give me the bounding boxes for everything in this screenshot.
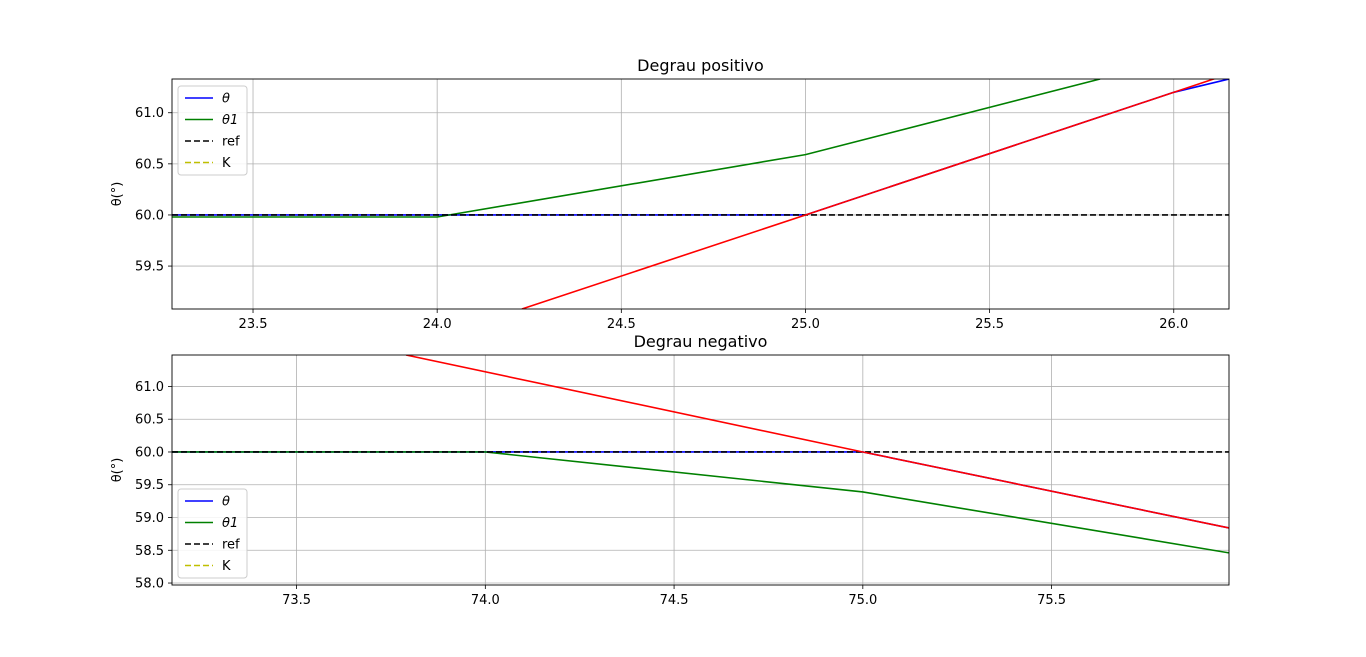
series-line-named-1 [172,79,1101,218]
y-tick-label: 61.0 [135,380,164,395]
series-line-red-4 [405,355,1229,529]
legend-box [177,85,248,176]
x-tick-label: 75.0 [848,593,877,608]
series-group [172,355,1229,554]
axes-2: 73.5 74.0 74.5 75.0 75.5 58.0 58.5 59.0 59.5 60.0… [110,332,1230,608]
x-tick-label: 23.5 [239,317,268,332]
x-tick-label: 73.5 [282,593,311,608]
x-tick-label: 74.0 [471,593,500,608]
chart-title: Degrau positivo [637,56,764,75]
legend-label: θ [222,495,230,510]
series-line-red-4 [521,79,1217,309]
x-tick-label: 74.5 [660,593,689,608]
axes-frame [171,354,1230,586]
y-axis-label: θ(°) [110,458,125,483]
legend-label: θ [222,92,230,107]
y-tick-label: 61.0 [135,106,164,121]
legend-label: θ1 [222,113,238,128]
legend-label: K [222,559,231,574]
x-tick-label: 24.0 [423,317,452,332]
x-tick-label: 25.5 [975,317,1004,332]
x-tick-label: 26.0 [1159,317,1188,332]
axes-1: 23.5 24.0 24.5 25.0 25.5 26.0 59.5 60.0 60.5 61.0… [110,56,1230,332]
chart-title: Degrau negativo [634,332,768,351]
y-tick-label: 58.0 [135,577,164,592]
y-tick-label: 60.0 [135,208,164,223]
x-tick-label: 25.0 [791,317,820,332]
y-tick-label: 59.0 [135,511,164,526]
y-tick-label: 59.5 [135,260,164,275]
legend: θ θ1 ref K [177,488,248,579]
legend-label: ref [222,135,240,150]
legend-box [177,488,248,579]
axes-frame [171,78,1230,310]
legend: θ θ1 ref K [177,85,248,176]
y-tick-label: 60.5 [135,413,164,428]
y-tick-label: 60.5 [135,157,164,172]
y-tick-label: 60.0 [135,445,164,460]
y-tick-label: 59.5 [135,478,164,493]
plots-container: 23.5 24.0 24.5 25.0 25.5 26.0 59.5 60.0 60.5 61.0… [110,56,1230,608]
legend-label: θ1 [222,516,238,531]
x-tick-label: 24.5 [607,317,636,332]
legend-label: ref [222,538,240,553]
series-group [172,79,1229,309]
y-tick-label: 58.5 [135,544,164,559]
y-axis-label: θ(°) [110,182,125,207]
legend-label: K [222,156,231,171]
x-tick-label: 75.5 [1037,593,1066,608]
